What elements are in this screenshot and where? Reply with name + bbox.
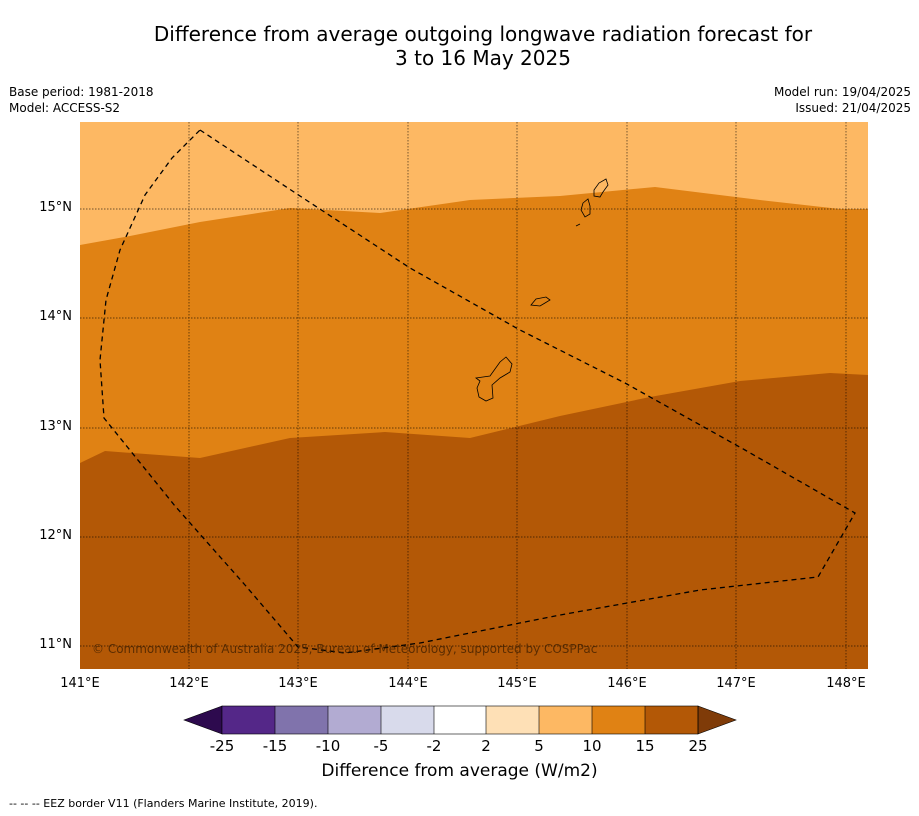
model-name: Model: ACCESS-S2 bbox=[9, 101, 121, 115]
lon-label-145: 145°E bbox=[497, 676, 537, 691]
eez-border bbox=[99, 129, 856, 654]
colorbar-bin-neg2-2 bbox=[434, 706, 486, 734]
colorbar-bin-5-10 bbox=[539, 706, 592, 734]
lon-label-144: 144°E bbox=[388, 676, 428, 691]
colorbar-tick-neg15: -15 bbox=[262, 737, 288, 755]
lon-label-147: 147°E bbox=[716, 676, 756, 691]
colorbar-extend-low bbox=[183, 705, 223, 735]
colorbar-tick-neg2: -2 bbox=[426, 737, 442, 755]
island-rota bbox=[530, 296, 551, 307]
colorbar-title: Difference from average (W/m2) bbox=[321, 761, 598, 781]
colorbar-tick-neg5: -5 bbox=[373, 737, 389, 755]
colorbar-tick-10: 10 bbox=[582, 737, 602, 755]
colorbar-bin-neg15-neg10 bbox=[275, 706, 328, 734]
base-period: Base period: 1981-2018 bbox=[9, 85, 154, 99]
copyright-notice: © Commonwealth of Australia 2025, Bureau… bbox=[92, 642, 598, 656]
title-line-1: Difference from average outgoing longwav… bbox=[153, 22, 813, 46]
colorbar-tick-neg25: -25 bbox=[209, 737, 235, 755]
colorbar-bin-10-15 bbox=[592, 706, 645, 734]
lon-label-141: 141°E bbox=[60, 676, 100, 691]
meta-left: Base period: 1981-2018 Model: ACCESS-S2 bbox=[9, 84, 154, 116]
colorbar-bin-neg5-neg2 bbox=[381, 706, 434, 734]
colorbar-separators bbox=[221, 705, 699, 735]
map-title: Difference from average outgoing longwav… bbox=[0, 22, 919, 70]
meta-right: Model run: 19/04/2025 Issued: 21/04/2025 bbox=[774, 84, 911, 116]
lat-label-11: 11°N bbox=[39, 637, 72, 652]
colorbar-tick-5: 5 bbox=[534, 737, 544, 755]
issued-date: Issued: 21/04/2025 bbox=[795, 101, 911, 115]
island-saipan bbox=[593, 178, 609, 198]
colorbar-bin-2-5 bbox=[486, 706, 539, 734]
lon-label-148: 148°E bbox=[826, 676, 866, 691]
lat-label-14: 14°N bbox=[39, 309, 72, 324]
lat-label-12: 12°N bbox=[39, 528, 72, 543]
colorbar-tick-2: 2 bbox=[481, 737, 491, 755]
colorbar-tick-15: 15 bbox=[635, 737, 655, 755]
lon-label-142: 142°E bbox=[169, 676, 209, 691]
colorbar-bin-neg25-neg15 bbox=[222, 706, 275, 734]
colorbar-bin-neg10-neg5 bbox=[328, 706, 381, 734]
eez-footnote: -- -- -- EEZ border V11 (Flanders Marine… bbox=[9, 797, 318, 810]
island-tinian bbox=[580, 198, 591, 218]
gridlines bbox=[80, 122, 868, 669]
title-line-2: 3 to 16 May 2025 bbox=[395, 46, 571, 70]
colorbar-extend-high bbox=[697, 705, 737, 735]
colorbar-tick-neg10: -10 bbox=[315, 737, 341, 755]
island-aguijan bbox=[575, 223, 581, 227]
lat-label-15: 15°N bbox=[39, 200, 72, 215]
island-guam bbox=[474, 356, 513, 402]
lon-label-143: 143°E bbox=[278, 676, 318, 691]
colorbar-tick-25: 25 bbox=[688, 737, 708, 755]
lon-label-146: 146°E bbox=[607, 676, 647, 691]
colorbar-bin-15-25 bbox=[645, 706, 698, 734]
model-run: Model run: 19/04/2025 bbox=[773, 85, 911, 99]
lat-label-13: 13°N bbox=[39, 419, 72, 434]
map-area bbox=[80, 122, 868, 669]
islands bbox=[474, 178, 609, 402]
